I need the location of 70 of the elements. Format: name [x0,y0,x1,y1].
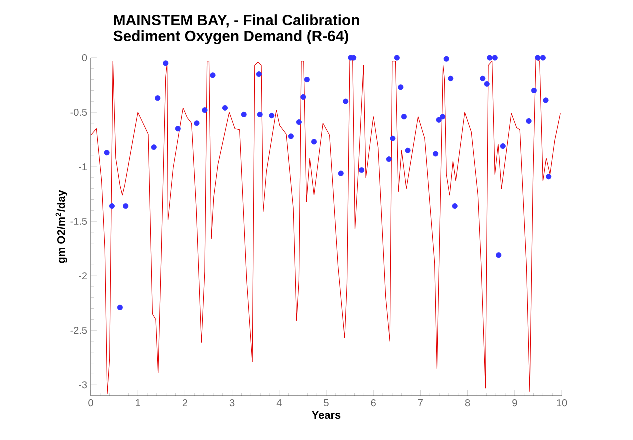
x-tick-label: 0 [88,400,94,407]
y-tick-label: -2.5 [70,327,88,334]
y-tick-label: 0 [82,54,88,62]
point [311,139,318,145]
chart-subtitle: Sediment Oxygen Demand (R-64) [114,30,348,45]
point [440,114,446,120]
point [480,76,486,82]
y-tick-label: -1 [79,164,88,170]
point [535,55,541,61]
point [304,77,310,83]
point [117,304,123,310]
point [222,105,228,111]
point [123,203,129,210]
x-axis-title: Years [312,411,341,420]
point [269,112,275,119]
point [543,98,549,104]
point [256,72,262,78]
point [432,151,439,157]
x-tick-label: 9 [512,400,518,407]
chart-title: MAINSTEM BAY, - Final Calibration [114,14,360,28]
y-tick-label: -1.5 [70,218,88,226]
point [194,120,200,126]
point [492,55,498,61]
point [257,112,263,118]
point [436,117,442,123]
point [484,81,490,87]
point [338,170,344,176]
point [296,120,302,126]
point [390,136,396,142]
point [163,60,169,66]
x-tick-label: 1 [136,400,140,406]
x-tick-label: 4 [276,400,282,406]
point [444,56,450,62]
point [175,126,181,132]
point [386,156,392,162]
x-tick-label: 6 [371,400,376,407]
point [202,108,208,114]
y-tick-label: -0.5 [70,108,88,116]
point [496,252,502,258]
point [452,203,458,210]
point [500,144,506,150]
point [241,112,247,118]
point [526,118,532,124]
x-tick-label: 8 [465,400,470,407]
point [448,76,454,82]
x-tick-label: 10 [557,400,568,407]
point [531,88,538,94]
point [540,55,546,61]
point [405,148,411,154]
point [487,55,493,61]
x-tick-label: 7 [418,400,423,406]
y-axis-title: gm O2/m$^{2}$/day [56,190,68,264]
point [155,96,161,102]
point [398,84,404,90]
x-tick-label: 3 [230,400,235,407]
point [300,94,306,100]
point [104,150,110,156]
point [546,174,552,180]
x-tick-label: 2 [182,400,188,406]
y-tick-label: -3 [79,382,88,389]
point [394,55,400,61]
point [210,72,216,78]
point [359,168,365,174]
point [109,203,115,210]
point [151,144,157,150]
y-tick-label: -2 [79,272,87,280]
x-tick-label: 5 [324,400,329,406]
point [343,98,349,104]
point [288,134,294,140]
point [401,114,408,120]
